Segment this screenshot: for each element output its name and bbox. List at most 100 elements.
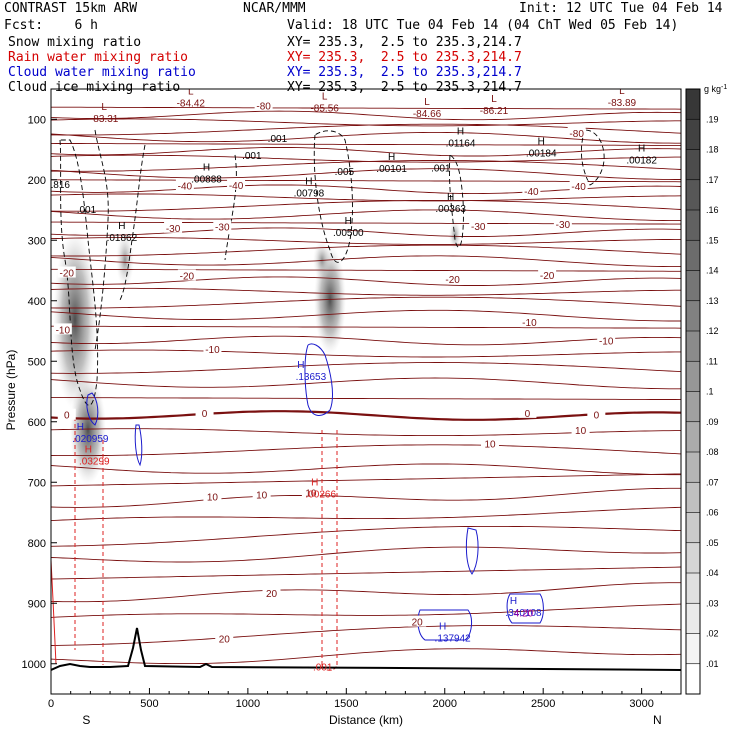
colorbar-tick-label: .13 (706, 296, 719, 306)
org-label: NCAR/MMM (243, 1, 306, 16)
colorbar-cell (686, 603, 700, 634)
cloud-water-contour (134, 424, 143, 467)
snow-shade-2 (116, 232, 134, 288)
temp-label-bg (538, 268, 557, 280)
snow-contour-label: 1816 (48, 180, 71, 191)
temp-label-bg (195, 406, 214, 418)
colorbar-cell (686, 210, 700, 241)
temperature-label: -40 (178, 181, 193, 192)
isotherm-line (51, 377, 681, 390)
colorbar-tick-label: .09 (706, 417, 719, 427)
temperature-label: -30 (471, 222, 486, 233)
field-xy-rain: XY= 235.3, 2.5 to 235.3,214.7 (287, 50, 522, 65)
low-value: -85.56 (310, 104, 339, 115)
isotherm-line (51, 582, 681, 603)
low-marker: L (322, 92, 328, 103)
temperature-label: -10 (599, 336, 614, 347)
temperature-label: 0 (594, 411, 600, 422)
field-label-cloud-water: Cloud water mixing ratio (8, 65, 196, 80)
x-tick-label: 1500 (334, 698, 358, 710)
x-tick-label: 0 (48, 698, 54, 710)
colorbar-tick-label: .04 (706, 568, 719, 578)
snow-contour (94, 129, 109, 351)
temp-label-bg (597, 334, 616, 346)
temperature-label: -20 (540, 271, 555, 282)
snow-max-marker: H (203, 162, 210, 173)
low-marker: L (101, 102, 107, 113)
low-value: -84.66 (413, 109, 442, 120)
snow-max-value: .00500 (333, 228, 364, 239)
temperature-label: -30 (556, 220, 571, 231)
temp-label-bg (252, 488, 271, 500)
isotherm-line (51, 106, 681, 110)
low-value: -83.89 (608, 98, 637, 109)
colorbar-cell (686, 663, 700, 694)
colorbar-cell (686, 89, 700, 120)
snow-max-value: .00798 (294, 188, 325, 199)
y-tick-label: 700 (28, 477, 46, 489)
low-value: -86.21 (480, 106, 509, 117)
low-marker: L (188, 87, 194, 98)
x-tick-label: 2000 (433, 698, 457, 710)
temp-label-bg (57, 408, 76, 420)
y-tick-label: 300 (28, 235, 46, 247)
isotherm-line (51, 325, 681, 329)
temp-label-bg (522, 184, 541, 196)
temperature-label: 0 (525, 409, 531, 420)
y-tick-label: 100 (28, 114, 46, 126)
colorbar-cell (686, 452, 700, 483)
temp-label-bg (57, 266, 76, 278)
colorbar-cell (686, 270, 700, 301)
snow-max-value: .01164 (446, 139, 476, 150)
temperature-label: -30 (215, 223, 230, 234)
isotherm-line (51, 525, 681, 547)
colorbar-tick-label: .15 (706, 235, 719, 245)
isotherm-line (51, 199, 681, 212)
isotherm-line (51, 506, 681, 522)
colorbar-cell (686, 391, 700, 422)
temp-label-bg (408, 615, 427, 627)
temp-label-bg (203, 342, 222, 354)
temperature-label: 0 (64, 411, 70, 422)
isotherm-line (51, 473, 681, 487)
isotherm-line (51, 546, 681, 563)
colorbar-units: g kg-1 (704, 84, 727, 94)
snow-max-value: .00184 (526, 148, 557, 159)
temp-label-bg (213, 220, 232, 232)
isotherm-line (51, 410, 681, 421)
temp-label-bg (469, 219, 488, 231)
isotherm-line (51, 444, 681, 457)
colorbar-cell (686, 240, 700, 271)
isotherm-line (51, 237, 681, 245)
temperature-label: -80 (569, 129, 584, 140)
isotherm-line (51, 146, 681, 157)
colorbar-cell (686, 331, 700, 362)
colorbar-tick-label: .07 (706, 477, 719, 487)
temp-label-bg (587, 408, 606, 420)
temp-label-bg (301, 486, 320, 498)
field-label-snow: Snow mixing ratio (8, 35, 142, 50)
cloud-water-contour (465, 527, 479, 575)
temperature-label: -40 (524, 187, 539, 198)
snow-max-marker: H (638, 144, 645, 155)
temperature-label: -10 (56, 325, 71, 336)
temperature-label: 10 (484, 440, 496, 451)
colorbar-cell (686, 421, 700, 452)
snow-max-value: .00101 (376, 164, 407, 175)
cloud-water-max-marker: H (439, 622, 446, 633)
low-value: -84.42 (177, 99, 206, 110)
isotherm-line (51, 287, 681, 296)
y-axis-label: Pressure (hPa) (4, 350, 18, 431)
x-tick-label: 2500 (531, 698, 555, 710)
temperature-label: 20 (412, 618, 424, 629)
y-tick-label: 200 (28, 175, 46, 187)
field-label-rain: Rain water mixing ratio (8, 50, 189, 65)
low-marker: L (619, 86, 625, 97)
temperature-label: -10 (205, 345, 220, 356)
snow-max-marker: H (457, 127, 464, 138)
x-tick-label: 500 (140, 698, 158, 710)
colorbar-tick-label: .16 (706, 205, 719, 215)
isotherm-line (51, 268, 681, 272)
colorbar-cell (686, 573, 700, 604)
isotherm-line (51, 625, 681, 646)
